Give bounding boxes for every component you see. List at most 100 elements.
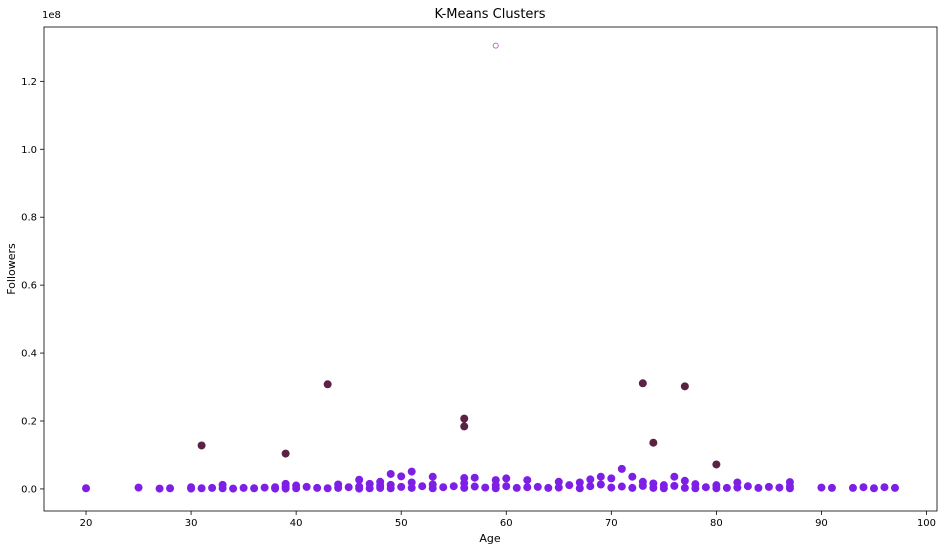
data-point-cluster-0	[386, 484, 395, 493]
data-point-cluster-0	[239, 483, 248, 492]
x-tick-label: 90	[815, 518, 828, 529]
data-point-cluster-1	[680, 382, 689, 391]
data-point-cluster-0	[565, 481, 574, 490]
data-point-cluster-0	[428, 484, 437, 493]
data-point-cluster-0	[187, 484, 196, 493]
data-point-cluster-0	[785, 484, 794, 493]
data-point-cluster-0	[502, 482, 511, 491]
data-point-cluster-0	[82, 484, 91, 493]
x-tick-label: 80	[710, 518, 723, 529]
data-point-cluster-1	[649, 438, 658, 447]
data-point-cluster-1	[460, 414, 469, 423]
data-point-cluster-0	[166, 484, 175, 493]
data-point-cluster-0	[607, 474, 616, 483]
data-point-cluster-0	[848, 483, 857, 492]
data-point-cluster-0	[134, 483, 143, 492]
data-points	[82, 42, 899, 493]
data-point-cluster-0	[670, 481, 679, 490]
data-point-cluster-0	[229, 484, 238, 493]
data-point-cluster-0	[460, 483, 469, 492]
data-point-cluster-0	[743, 482, 752, 491]
data-point-cluster-0	[512, 483, 521, 492]
data-point-cluster-1	[638, 379, 647, 388]
data-point-cluster-0	[292, 484, 301, 493]
data-point-cluster-0	[271, 484, 280, 493]
data-point-cluster-0	[680, 476, 689, 485]
data-point-cluster-0	[533, 482, 542, 491]
data-point-cluster-0	[260, 483, 269, 492]
data-point-cluster-0	[617, 482, 626, 491]
data-point-cluster-0	[628, 483, 637, 492]
y-tick-label: 0.0	[21, 484, 37, 495]
data-point-cluster-0	[208, 483, 217, 492]
x-tick-label: 70	[605, 518, 618, 529]
data-point-cluster-0	[638, 481, 647, 490]
data-point-cluster-0	[869, 484, 878, 493]
data-point-cluster-0	[586, 482, 595, 491]
data-point-cluster-2	[492, 42, 499, 49]
data-point-cluster-0	[470, 473, 479, 482]
data-point-cluster-0	[418, 482, 427, 491]
data-point-cluster-0	[491, 484, 500, 493]
data-point-cluster-0	[218, 484, 227, 493]
data-point-cluster-1	[712, 460, 721, 469]
data-point-cluster-0	[596, 472, 605, 481]
data-point-cluster-0	[365, 484, 374, 493]
data-point-cluster-0	[733, 483, 742, 492]
y-axis-offset-label: 1e8	[42, 10, 61, 21]
data-point-cluster-0	[880, 483, 889, 492]
data-point-cluster-0	[712, 484, 721, 493]
data-point-cluster-0	[449, 482, 458, 491]
data-point-cluster-0	[649, 483, 658, 492]
data-point-cluster-0	[250, 484, 259, 493]
data-point-cluster-0	[701, 483, 710, 492]
data-point-cluster-0	[376, 483, 385, 492]
data-point-cluster-0	[323, 484, 332, 493]
data-point-cluster-0	[439, 483, 448, 492]
data-point-cluster-0	[470, 482, 479, 491]
data-point-cluster-0	[722, 483, 731, 492]
data-point-cluster-0	[670, 472, 679, 481]
data-point-cluster-0	[481, 483, 490, 492]
data-point-cluster-0	[386, 469, 395, 478]
data-point-cluster-0	[407, 467, 416, 476]
data-point-cluster-0	[397, 482, 406, 491]
data-point-cluster-0	[628, 472, 637, 481]
data-point-cluster-0	[659, 484, 668, 493]
data-point-cluster-0	[544, 483, 553, 492]
data-point-cluster-0	[155, 484, 164, 493]
data-point-cluster-0	[302, 482, 311, 491]
y-tick-label: 1.0	[21, 145, 37, 156]
data-point-cluster-0	[890, 483, 899, 492]
data-point-cluster-0	[355, 475, 364, 484]
data-point-cluster-0	[775, 483, 784, 492]
x-tick-label: 60	[500, 518, 513, 529]
data-point-cluster-0	[344, 483, 353, 492]
data-point-cluster-0	[313, 483, 322, 492]
data-point-cluster-1	[281, 449, 290, 458]
data-point-cluster-0	[617, 464, 626, 473]
x-axis-label: Age	[479, 532, 501, 545]
data-point-cluster-0	[397, 472, 406, 481]
data-point-cluster-0	[355, 484, 364, 493]
x-tick-label: 100	[917, 518, 936, 529]
x-tick-label: 20	[80, 518, 93, 529]
data-point-cluster-0	[281, 484, 290, 493]
data-point-cluster-0	[691, 484, 700, 493]
data-point-cluster-0	[680, 483, 689, 492]
data-point-cluster-0	[607, 483, 616, 492]
data-point-cluster-1	[460, 422, 469, 431]
y-axis-ticks: 0.0 0.2 0.4 0.6 0.8 1.0 1.2	[21, 77, 44, 495]
y-tick-label: 0.4	[21, 349, 37, 360]
data-point-cluster-0	[575, 484, 584, 493]
data-point-cluster-0	[817, 483, 826, 492]
data-point-cluster-0	[586, 475, 595, 484]
data-point-cluster-1	[197, 441, 206, 450]
data-point-cluster-0	[523, 476, 532, 485]
y-tick-label: 0.2	[21, 416, 37, 427]
data-point-cluster-0	[428, 472, 437, 481]
y-axis-label: Followers	[5, 243, 18, 295]
data-point-cluster-0	[596, 480, 605, 489]
